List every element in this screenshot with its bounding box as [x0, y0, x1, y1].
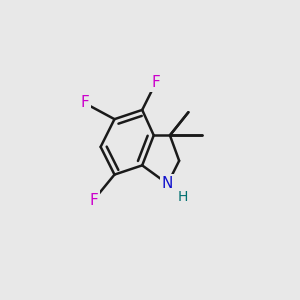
Text: N: N: [162, 176, 173, 191]
Text: F: F: [152, 75, 161, 90]
Text: H: H: [177, 190, 188, 203]
Text: F: F: [80, 95, 89, 110]
Text: F: F: [89, 193, 98, 208]
